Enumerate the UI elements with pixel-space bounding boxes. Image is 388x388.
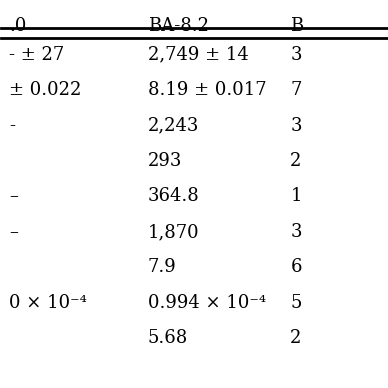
Text: 2,243: 2,243 [148, 116, 199, 135]
Text: 1: 1 [290, 187, 302, 206]
Text: .0: .0 [9, 17, 26, 35]
Text: 0.994 × 10⁻⁴: 0.994 × 10⁻⁴ [148, 294, 266, 312]
Text: 1,870: 1,870 [148, 223, 199, 241]
Text: 7: 7 [290, 81, 302, 99]
Text: 0 × 10⁻⁴: 0 × 10⁻⁴ [9, 294, 87, 312]
Text: 2: 2 [290, 152, 302, 170]
Text: ± 0.022: ± 0.022 [9, 81, 81, 99]
Text: 3: 3 [290, 116, 302, 135]
Text: 3: 3 [290, 46, 302, 64]
Text: –: – [9, 187, 18, 206]
Text: 2,749 ± 14: 2,749 ± 14 [148, 46, 249, 64]
Text: - ± 27: - ± 27 [9, 46, 64, 64]
Text: 8.19 ± 0.017: 8.19 ± 0.017 [148, 81, 267, 99]
Text: B: B [290, 17, 303, 35]
Text: 364.8: 364.8 [148, 187, 199, 206]
Text: 3: 3 [290, 223, 302, 241]
Text: 7.9: 7.9 [148, 258, 177, 276]
Text: 6: 6 [290, 258, 302, 276]
Text: 293: 293 [148, 152, 182, 170]
Text: 2: 2 [290, 329, 302, 347]
Text: 5.68: 5.68 [148, 329, 188, 347]
Text: 5: 5 [290, 294, 302, 312]
Text: BA-8.2: BA-8.2 [148, 17, 209, 35]
Text: -: - [9, 116, 15, 135]
Text: –: – [9, 223, 18, 241]
